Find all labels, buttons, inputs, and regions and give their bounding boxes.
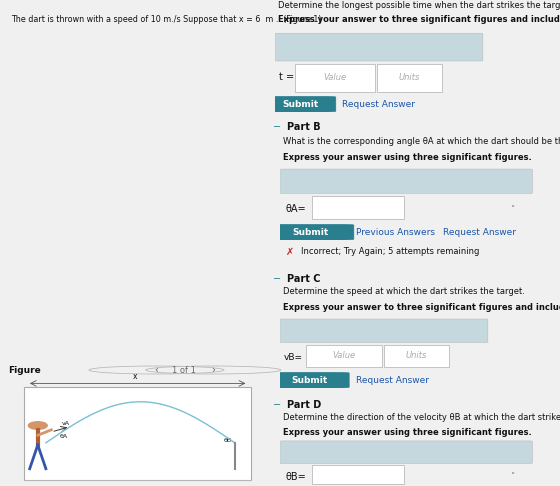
- FancyBboxPatch shape: [280, 169, 533, 193]
- Text: θB=: θB=: [285, 472, 306, 482]
- FancyBboxPatch shape: [312, 196, 404, 219]
- Text: Incorrect; Try Again; 5 attempts remaining: Incorrect; Try Again; 5 attempts remaini…: [301, 247, 479, 257]
- Text: vA: vA: [62, 420, 70, 426]
- Text: t =: t =: [279, 72, 294, 82]
- Text: Determine the direction of the velocity θB at which the dart strikes the target.: Determine the direction of the velocity …: [283, 413, 560, 421]
- Text: θA: θA: [59, 434, 68, 439]
- Text: Submit: Submit: [291, 376, 328, 384]
- Text: Express your answer using three significant figures.: Express your answer using three signific…: [283, 428, 531, 437]
- FancyBboxPatch shape: [384, 345, 449, 367]
- FancyBboxPatch shape: [295, 65, 375, 91]
- Text: Value: Value: [323, 73, 346, 83]
- Text: ✗: ✗: [286, 247, 294, 257]
- Text: Part B: Part B: [287, 122, 321, 132]
- Text: Value: Value: [333, 351, 356, 361]
- Text: Request Answer: Request Answer: [356, 376, 428, 384]
- Text: Request Answer: Request Answer: [342, 100, 415, 108]
- FancyBboxPatch shape: [280, 441, 533, 464]
- Text: Express your answer to three significant figures and include the appropriate uni: Express your answer to three significant…: [283, 303, 560, 312]
- Text: ‹: ‹: [155, 365, 158, 375]
- Text: Express your answer using three significant figures.: Express your answer using three signific…: [283, 153, 531, 162]
- FancyBboxPatch shape: [306, 345, 382, 367]
- Text: Request Answer: Request Answer: [443, 227, 516, 237]
- Text: Part C: Part C: [287, 274, 320, 284]
- Text: Part D: Part D: [287, 400, 321, 410]
- FancyBboxPatch shape: [275, 33, 483, 61]
- Text: vB=: vB=: [284, 353, 303, 362]
- FancyBboxPatch shape: [264, 96, 336, 112]
- FancyBboxPatch shape: [377, 65, 442, 91]
- Text: Previous Answers: Previous Answers: [356, 227, 436, 237]
- Text: Express your answer to three significant figures and include the appropriate uni: Express your answer to three significant…: [278, 15, 560, 23]
- Text: Figure: Figure: [8, 365, 41, 375]
- FancyBboxPatch shape: [280, 319, 488, 343]
- Text: θB: θB: [224, 438, 232, 443]
- Text: What is the corresponding angle θA at which the dart should be thrown?: What is the corresponding angle θA at wh…: [283, 137, 560, 146]
- Text: Determine the longest possible time when the dart strikes the target.: Determine the longest possible time when…: [278, 0, 560, 10]
- Text: Units: Units: [406, 351, 427, 361]
- Text: Determine the speed at which the dart strikes the target.: Determine the speed at which the dart st…: [283, 287, 525, 295]
- Text: ˅: ˅: [510, 205, 514, 213]
- Text: Submit: Submit: [282, 100, 318, 108]
- Text: The dart is thrown with a speed of 10 m./s Suppose that x = 6  m .  (Figure 1): The dart is thrown with a speed of 10 m.…: [11, 16, 321, 24]
- Text: θA=: θA=: [285, 204, 306, 214]
- Text: 1 of 1: 1 of 1: [171, 365, 195, 375]
- Text: −: −: [273, 122, 281, 132]
- Circle shape: [29, 422, 47, 429]
- FancyBboxPatch shape: [269, 372, 349, 388]
- Text: −: −: [273, 274, 281, 284]
- Text: Submit: Submit: [292, 227, 329, 237]
- FancyBboxPatch shape: [267, 225, 354, 240]
- FancyBboxPatch shape: [312, 465, 404, 485]
- Text: −: −: [273, 400, 281, 410]
- Text: x: x: [133, 372, 137, 381]
- Text: Units: Units: [399, 73, 420, 83]
- Text: ˅: ˅: [510, 472, 514, 481]
- Text: ›: ›: [211, 365, 215, 375]
